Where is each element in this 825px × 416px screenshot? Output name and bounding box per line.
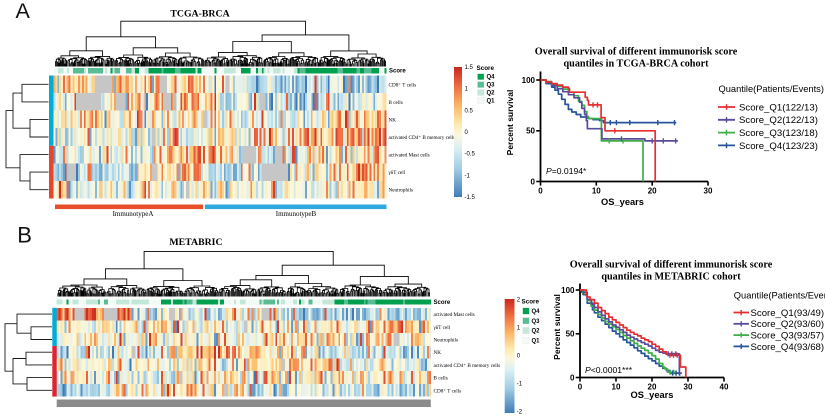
svg-text:0.5: 0.5 [465, 108, 474, 114]
svg-text:1.5: 1.5 [465, 65, 474, 71]
svg-text:ImmunotypeA: ImmunotypeA [113, 210, 154, 218]
svg-text:-0.5: -0.5 [465, 152, 476, 158]
svg-text:γδT cell: γδT cell [434, 325, 451, 331]
svg-text:40: 40 [720, 382, 729, 391]
svg-text:30: 30 [704, 186, 713, 195]
svg-text:NK: NK [389, 117, 397, 123]
svg-text:100: 100 [561, 286, 575, 295]
svg-text:1: 1 [517, 326, 521, 332]
svg-text:Percent survival: Percent survival [505, 90, 515, 156]
svg-text:-2: -2 [517, 410, 523, 416]
svg-text:Score_Q4(93/68): Score_Q4(93/68) [751, 342, 825, 353]
svg-text:OS_years: OS_years [601, 197, 644, 207]
svg-text:Neutrophils: Neutrophils [434, 338, 459, 344]
svg-text:activated Mast cells: activated Mast cells [389, 153, 430, 159]
svg-text:Overall survival of different: Overall survival of different immunorisk… [570, 260, 773, 271]
svg-text:TCGA-BRCA: TCGA-BRCA [170, 9, 229, 20]
svg-text:γδT cell: γδT cell [389, 170, 406, 176]
svg-text:20: 20 [648, 382, 657, 391]
svg-text:-1: -1 [465, 173, 471, 179]
svg-text:-1.5: -1.5 [465, 195, 476, 201]
svg-text:Score_Q4(123/23): Score_Q4(123/23) [739, 141, 818, 152]
svg-text:0: 0 [517, 354, 521, 360]
svg-text:Q1: Q1 [487, 98, 496, 104]
svg-text:ImmunotypeB: ImmunotypeB [276, 210, 317, 218]
svg-text:A: A [16, 0, 31, 23]
svg-text:P=0.0194*: P=0.0194* [546, 166, 587, 176]
svg-text:Score_Q3(93/57): Score_Q3(93/57) [751, 331, 825, 342]
svg-text:10: 10 [592, 186, 601, 195]
svg-text:P<0.0001***: P<0.0001*** [585, 365, 633, 375]
svg-text:Score_Q1(122/13): Score_Q1(122/13) [739, 102, 818, 113]
svg-text:Quantile(Patients/Events): Quantile(Patients/Events) [719, 84, 824, 94]
svg-text:CD8⁺ T cells: CD8⁺ T cells [434, 388, 462, 394]
svg-text:Q2: Q2 [532, 329, 541, 335]
svg-text:50: 50 [526, 127, 535, 136]
svg-text:2: 2 [517, 298, 521, 304]
svg-text:0: 0 [578, 382, 583, 391]
svg-text:activated Mast cells: activated Mast cells [434, 312, 475, 318]
svg-text:Score_Q2(122/13): Score_Q2(122/13) [739, 115, 818, 126]
svg-text:50: 50 [566, 330, 575, 339]
svg-text:B cells: B cells [389, 100, 403, 106]
svg-text:activated CD4⁺ B memory cells: activated CD4⁺ B memory cells [434, 363, 501, 369]
svg-text:-1: -1 [517, 382, 523, 388]
svg-text:Q2: Q2 [487, 91, 496, 97]
svg-text:20: 20 [648, 186, 657, 195]
svg-text:Q3: Q3 [532, 319, 541, 325]
svg-text:100: 100 [522, 76, 536, 85]
svg-text:10: 10 [612, 382, 621, 391]
svg-text:0: 0 [538, 186, 543, 195]
svg-text:Neutrophils: Neutrophils [389, 188, 414, 194]
svg-text:Q4: Q4 [532, 309, 541, 315]
svg-text:Score: Score [522, 299, 540, 306]
svg-text:Quantile(Patients/Events): Quantile(Patients/Events) [734, 291, 825, 301]
svg-text:activated CD4⁺ B memory cells: activated CD4⁺ B memory cells [389, 135, 456, 141]
svg-text:Score_Q3(123/18): Score_Q3(123/18) [739, 128, 818, 139]
svg-text:NK: NK [434, 350, 442, 356]
svg-text:Score_Q2(93/60): Score_Q2(93/60) [751, 319, 825, 330]
svg-text:B cells: B cells [434, 376, 448, 382]
svg-text:Score: Score [434, 300, 451, 306]
svg-text:quantiles in TCGA-BRCA cohort: quantiles in TCGA-BRCA cohort [563, 58, 709, 69]
svg-text:B: B [17, 223, 32, 248]
svg-text:Percent survival: Percent survival [552, 294, 562, 360]
svg-text:quantiles in METABRIC cohort: quantiles in METABRIC cohort [601, 272, 741, 283]
svg-text:CD8⁺ T cells: CD8⁺ T cells [389, 82, 417, 88]
svg-text:Score: Score [477, 65, 495, 72]
svg-text:30: 30 [684, 382, 693, 391]
svg-text:0: 0 [465, 130, 469, 136]
svg-text:Overall survival of different: Overall survival of different immunorisk… [535, 47, 738, 58]
svg-text:Q4: Q4 [487, 75, 496, 81]
svg-text:Score: Score [389, 68, 406, 74]
svg-text:METABRIC: METABRIC [169, 237, 222, 248]
svg-text:Score_Q1(93/49): Score_Q1(93/49) [751, 308, 825, 319]
svg-text:Q1: Q1 [532, 339, 541, 345]
svg-text:OS_years: OS_years [631, 390, 674, 400]
svg-text:Q3: Q3 [487, 83, 496, 89]
svg-text:0: 0 [570, 373, 575, 382]
svg-text:0: 0 [531, 177, 536, 186]
svg-text:1: 1 [465, 87, 469, 93]
